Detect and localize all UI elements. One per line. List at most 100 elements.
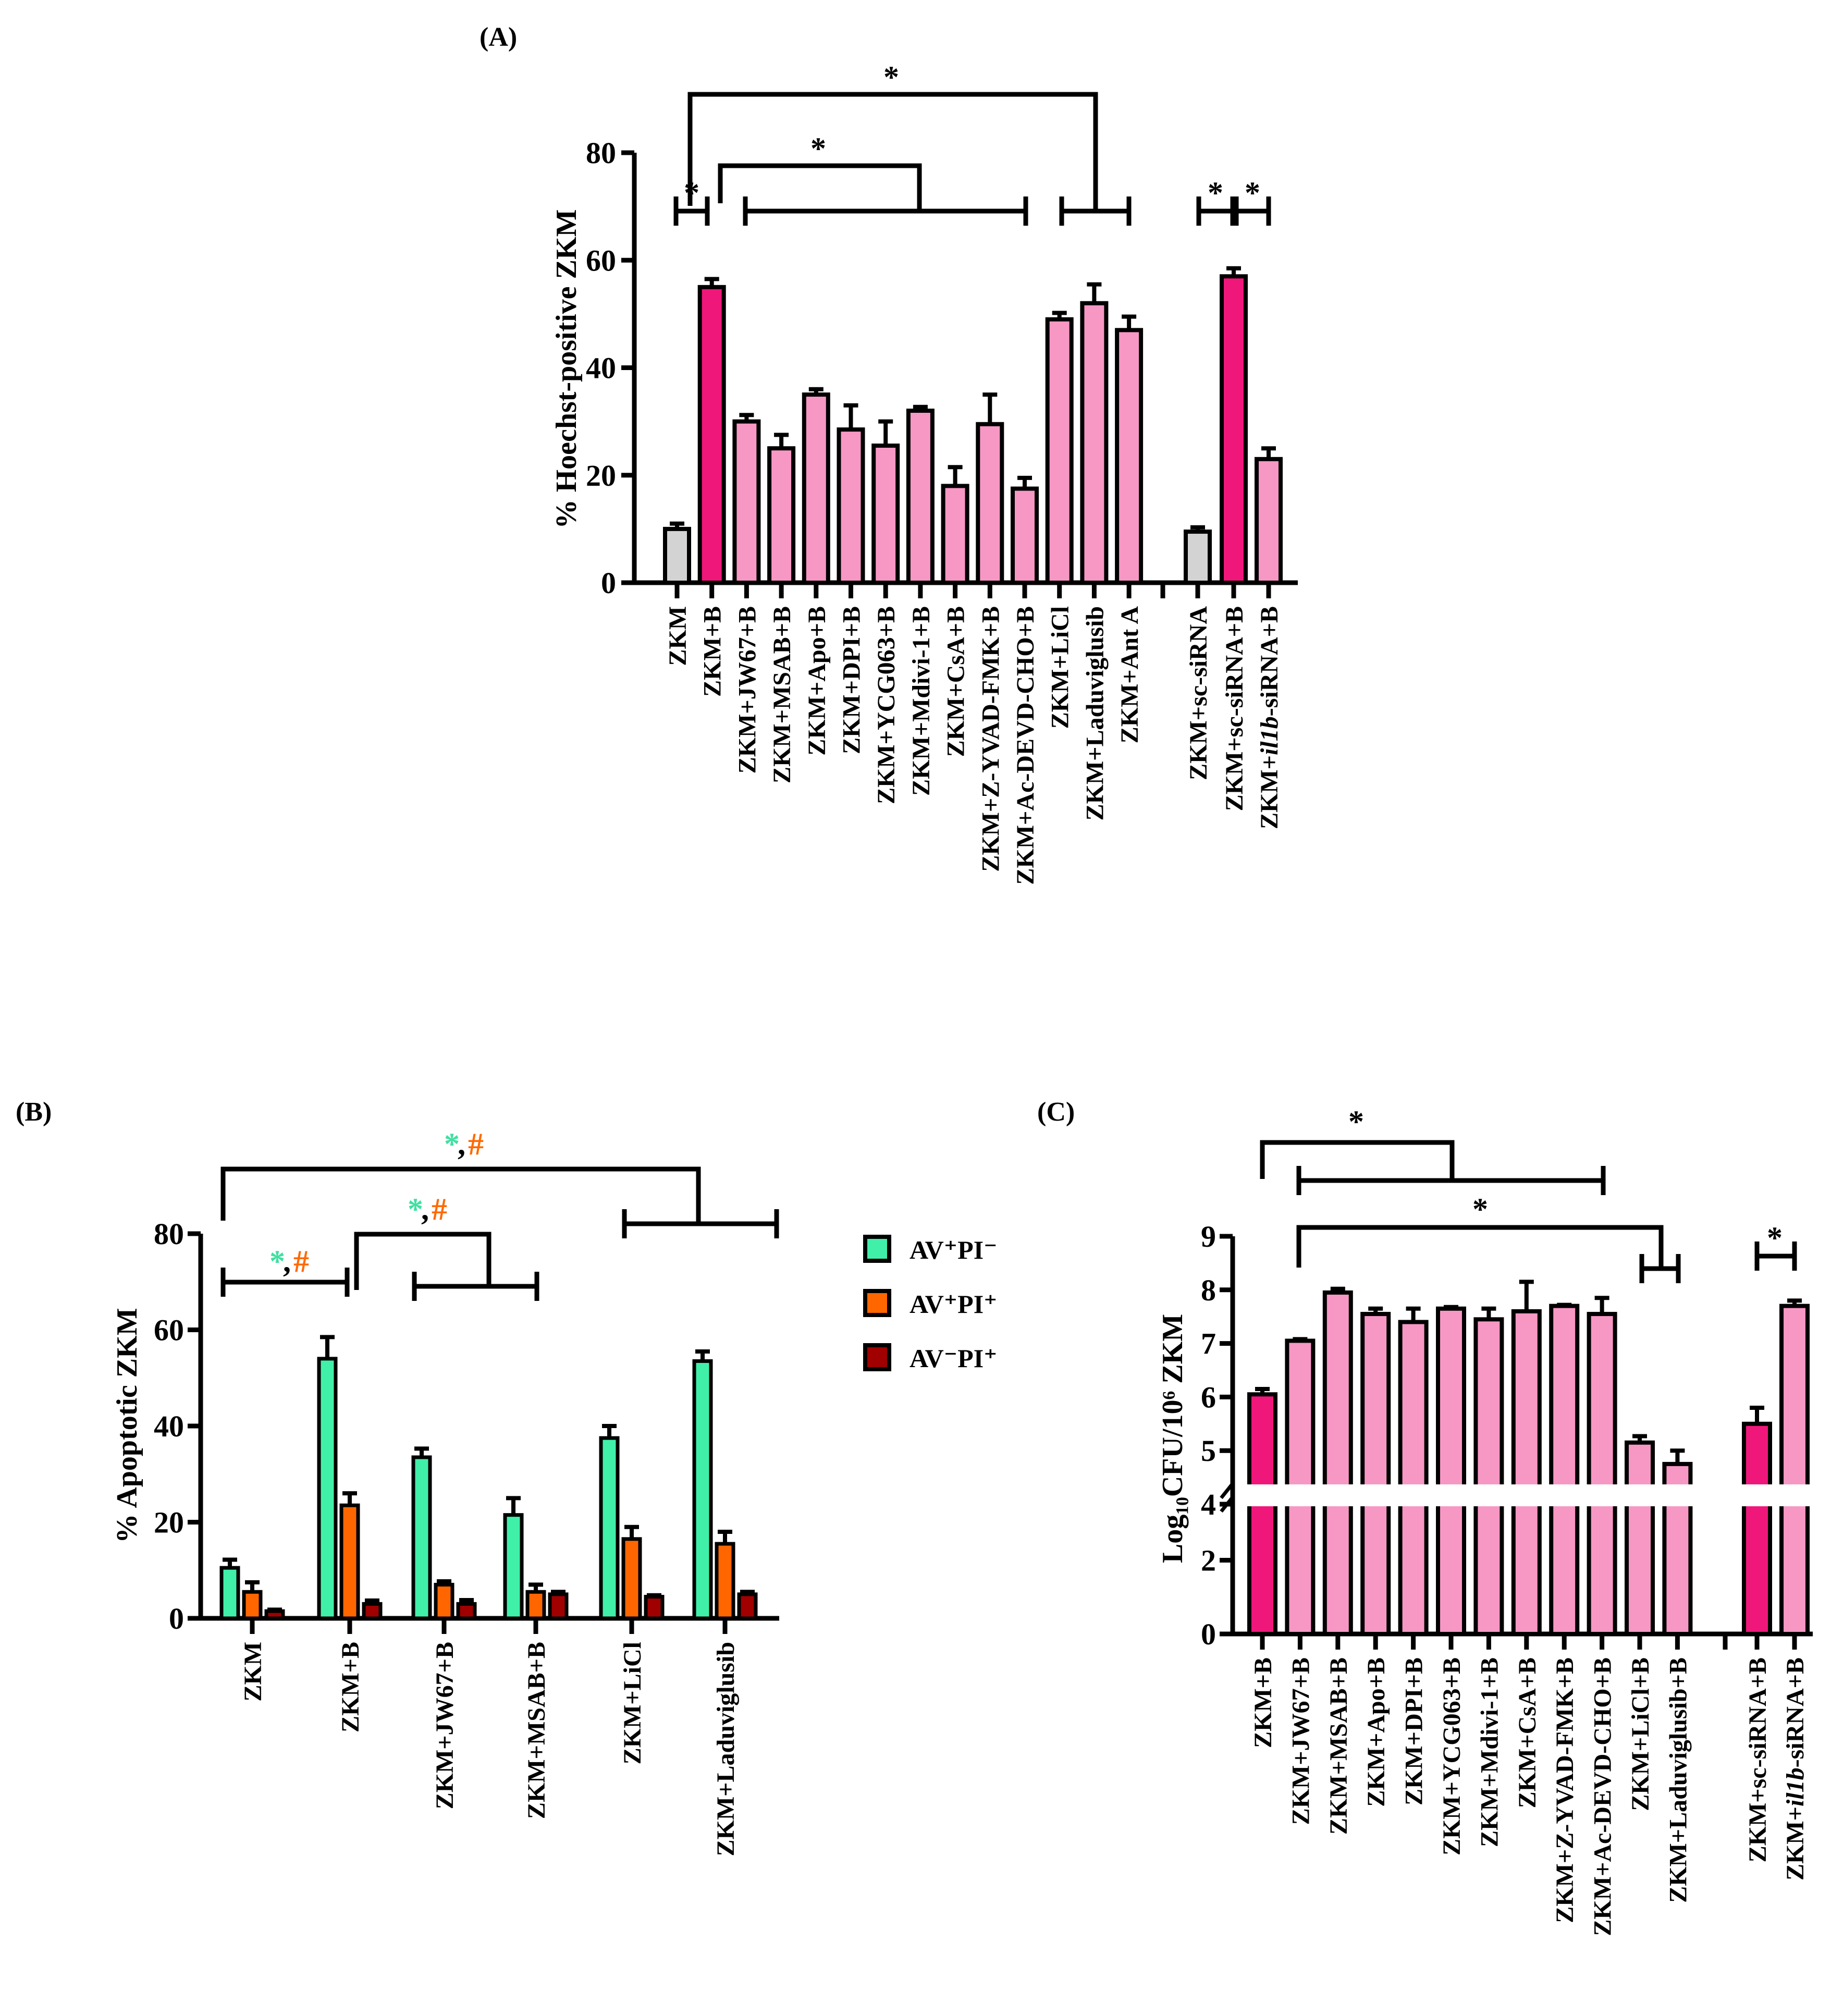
panel-c-x-tick-label: ZKM+YCG063+B [1438,1657,1466,1855]
sig-star-green: * [269,1244,285,1279]
panel-b-x-tick-label: ZKM+LiCl [619,1642,646,1764]
panel-a-x-tick-label: ZKM+Ac-DEVD-CHO+B [1012,606,1039,885]
panel-a-x-tick-label: ZKM+CsA+B [942,606,970,757]
sig-star-green: * [408,1192,423,1226]
panel-a-bar [1255,457,1283,585]
panel-b-bar-2 [644,1594,665,1620]
panel-a-ylabel: % Hoechst-positive ZKM [550,210,583,529]
panel-c-bar-upper [1436,1306,1466,1507]
panel-c-y-tick-label: 4 [1201,1488,1216,1521]
panel-c-x-tick-label: ZKM+sc-siRNA+B [1744,1657,1772,1862]
sig-hash-orange: # [432,1192,447,1226]
legend-label: AV⁻PI⁺ [910,1344,998,1373]
panel-c-y-tick-label: 5 [1201,1434,1216,1468]
panel-b-bar-0 [599,1436,620,1620]
panel-c-x-tick-label: ZKM+Ac-DEVD-CHO+B [1589,1657,1617,1936]
panel-a-bar [1045,317,1074,585]
panel-c-bar-lower [1587,1484,1617,1636]
panel-c-x-tick-label: ZKM+B [1249,1657,1277,1748]
panel-a-bar [663,526,691,585]
panel-c-bar-lower [1625,1484,1655,1636]
panel-b-label: (B) [16,1097,52,1127]
panel-a-y-tick-label: 20 [586,459,616,493]
panel-b-bar-2 [456,1602,477,1620]
panel-b-bar-1 [525,1590,546,1620]
panel-b-ylabel: % Apoptotic ZKM [111,1308,143,1543]
panel-c-y-tick-label: 6 [1201,1380,1216,1414]
panel-c-bar-lower [1247,1484,1277,1636]
panel-a-x-tick-label: ZKM+Apo+B [803,606,831,756]
panel-b-x-tick-label: ZKM+JW67+B [431,1642,459,1809]
panel-a-sig-star: * [1245,176,1260,210]
panel-b-bar-1 [242,1590,263,1620]
panel-c-bar-lower [1436,1484,1466,1636]
panel-a-bar [871,444,900,585]
panel-a-bar [906,409,935,585]
panel-c-bar-lower [1779,1484,1810,1636]
panel-b-bar-2 [737,1592,758,1620]
panel-c-bar-upper [1285,1338,1316,1506]
sig-hash-orange: # [293,1244,309,1279]
legend-swatch [863,1235,891,1263]
panel-c-bar-lower [1742,1484,1772,1636]
panel-a-bar [767,446,796,585]
panel-b-bar-1 [621,1537,642,1620]
panel-c-x-tick-label: ZKM+LiCl+B [1627,1657,1654,1811]
panel-c-x-tick-label: ZKM+Laduviglusib+B [1664,1657,1692,1903]
panel-b-sig-bracket-2-link [354,1232,491,1290]
panel-a-bar [1080,301,1109,585]
panel-b-bar-1 [339,1503,360,1620]
panel-a-x-tick-label: ZKM+Laduviglusib [1081,606,1109,821]
panel-c-x-tick-label: ZKM+DPI+B [1400,1657,1428,1805]
panel-a-x-tick-label: ZKM+sc-siRNA+B [1221,606,1248,811]
sig-hash-orange: # [468,1127,484,1161]
panel-a-x-tick-label: ZKM+DPI+B [838,606,866,754]
panel-b-x-tick-label: ZKM+B [337,1642,364,1732]
panel-c-axis-break-mark [1220,1481,1235,1499]
panel-b-bar-0 [219,1566,240,1620]
panel-a-bar [837,427,865,585]
panel-c-bar-lower [1662,1484,1693,1636]
panel-a-label: (A) [480,22,517,52]
panel-b-bar-0 [411,1455,432,1620]
panel-a-bar [976,422,1004,585]
panel-c-sig-bracket-1-link [1260,1140,1455,1179]
panel-b-x-tick-label: ZKM+Laduviglusib [712,1642,740,1857]
panel-c-bar-upper [1398,1320,1429,1506]
panel-b-bar-1 [434,1582,454,1620]
panel-a-x-tick-label: ZKM+MSAB+B [768,606,796,783]
panel-a-sig-star: * [810,131,826,166]
panel-c-bar-lower [1285,1484,1316,1636]
panel-a-x-tick-label: ZKM+sc-siRNA [1185,606,1212,780]
legend-swatch [863,1289,891,1317]
panel-b-y-tick-label: 0 [169,1602,184,1636]
panel-a-y-tick-label: 40 [586,351,616,385]
panel-b-bar-1 [715,1542,735,1620]
panel-a-sig-star: * [1208,176,1223,210]
panel-c-bar-upper [1473,1317,1504,1507]
panel-c-bar-lower [1322,1484,1353,1636]
legend-swatch [863,1343,891,1371]
panel-a-y-tick-label: 0 [601,566,616,600]
panel-c-x-tick-label: ZKM+Apo+B [1362,1657,1390,1807]
panel-a-x-tick-label: ZKM [664,606,692,666]
panel-c-bar-lower [1511,1484,1542,1636]
panel-b-sig-bracket-3-link [220,1166,701,1224]
sig-separator: , [421,1192,429,1226]
sig-separator: , [283,1244,291,1279]
panel-c-y-tick-label: 0 [1201,1617,1216,1651]
panel-a-x-tick-label: ZKM+B [699,606,727,697]
panel-c-bar-upper [1511,1309,1542,1506]
panel-c-sig-star: * [1348,1104,1364,1139]
panel-a-y-tick-label: 60 [586,243,616,277]
legend-label: AV⁺PI⁻ [910,1235,998,1264]
panel-c-ylabel: Log₁₀CFU/10⁶ ZKM [1157,1314,1189,1563]
panel-a-x-tick-label: ZKM+YCG063+B [873,606,900,804]
panel-c-x-tick-label: ZKM+CsA+B [1514,1657,1541,1808]
panel-c-y-tick-label: 9 [1201,1220,1216,1253]
panel-a-x-tick-label: ZKM+JW67+B [733,606,761,773]
panel-b-x-tick-label: ZKM+MSAB+B [523,1642,550,1819]
panel-b-bar-2 [548,1592,569,1620]
panel-b-y-tick-label: 40 [154,1409,184,1443]
panel-c-bar-lower [1473,1484,1504,1636]
